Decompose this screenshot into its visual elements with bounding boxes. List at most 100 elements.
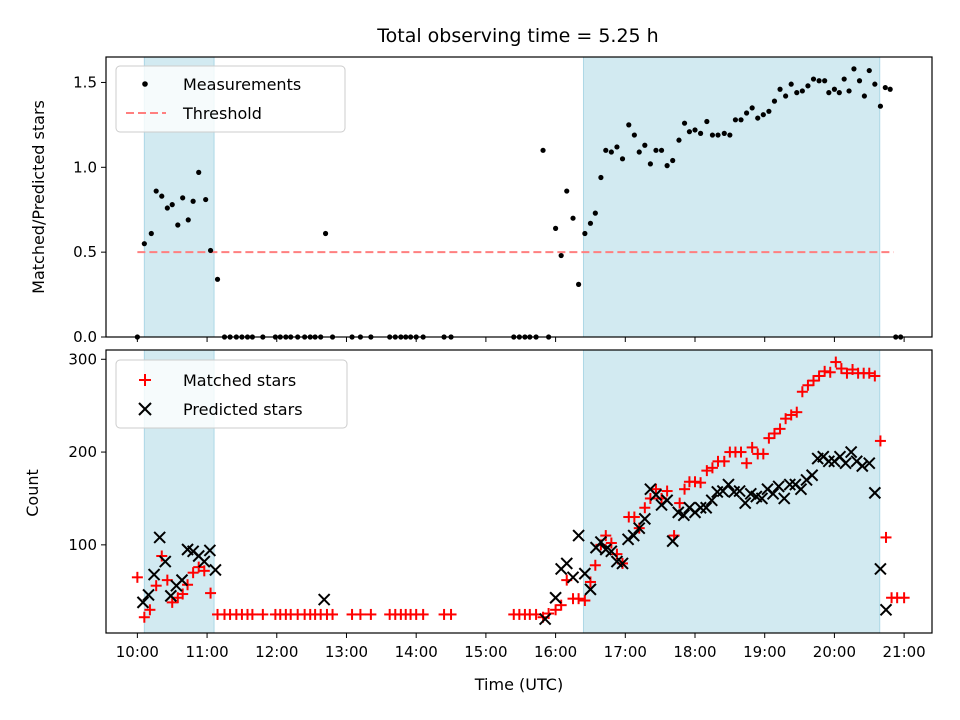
matched-star-point [863,367,875,379]
measurement-point [575,281,582,287]
measurement-point [647,161,653,167]
predicted-star-point [638,512,652,526]
measurement-point [721,130,727,136]
measurement-point [614,144,620,150]
matched-star-point [841,367,853,379]
legend-predicted-label: Predicted stars [183,400,303,419]
matched-star-point [543,608,555,620]
measurement-point [872,81,878,87]
measurement-point [836,90,842,96]
matched-star-point [835,363,847,375]
predicted-star-point [164,589,178,603]
measurement-point [190,198,196,204]
matched-star-point [573,593,585,605]
measurement-point [841,76,847,82]
measurement-point [164,205,170,211]
measurement-point [552,225,559,231]
matched-star-point [824,366,836,378]
chart-title: Total observing time = 5.25 h [376,25,658,47]
predicted-star-point [677,508,691,522]
predicted-star-point [660,494,674,507]
measurement-point [783,93,789,99]
matched-star-point [639,502,651,514]
predicted-star-point [203,544,217,557]
matched-star-point [650,483,662,495]
measurement-point [856,78,863,84]
measurement-point [207,247,214,254]
measurement-point [676,137,682,143]
measurement-point [709,132,716,138]
bottom-x-tick-label: 10:00 [116,643,159,661]
bottom-x-tick-label: 16:00 [534,643,577,661]
predicted-star-point [633,521,646,535]
matched-star-point [695,477,707,489]
measurement-point [816,78,822,84]
top-y-ticks: 0.0 0.5 1.0 1.5 [73,73,106,346]
matched-star-point [365,608,377,620]
matched-star-point [138,611,150,623]
measurement-point [626,122,632,128]
measurement-point [732,117,739,123]
measurement-point [631,132,637,138]
predicted-star-point [175,573,189,587]
legend-predicted-marker [138,402,152,416]
matched-star-point [874,435,886,447]
measurement-point [598,174,604,181]
measurement-point [686,129,693,135]
measurement-point [692,127,698,133]
predicted-star-point [549,591,562,604]
matched-star-point [757,448,769,460]
matched-star-point [847,363,859,375]
bottom-x-tick-label: 20:00 [813,643,856,661]
top-y-tick-label: 0.0 [73,328,97,346]
bottom-axes-frame [105,349,933,634]
predicted-star-point [538,612,552,626]
predicted-star-point [874,562,887,576]
matched-star-point [417,608,429,620]
matched-star-point [354,608,366,620]
top-legend: Measurements Threshold [115,65,346,133]
measurement-point [777,86,783,92]
predicted-star-point [733,484,746,498]
bottom-y-tick-label: 100 [68,536,97,554]
measurement-point [749,105,755,111]
matched-star-point [198,565,210,577]
matched-star-point [150,580,162,592]
matched-star-point [177,588,189,600]
measurement-point [185,217,191,223]
predicted-star-point [839,456,852,470]
matched-star-point [327,608,339,620]
predicted-star-point [153,531,166,544]
measurement-point [805,83,811,89]
predicted-star-point [605,545,618,558]
legend-threshold-label: Threshold [182,104,262,123]
measurement-point [153,188,159,194]
measurement-point [592,210,598,216]
predicted-star-point [844,445,858,459]
top-axes-frame [105,56,933,338]
measurement-point [148,230,154,237]
predicted-star-point [572,529,585,542]
predicted-star-point [705,494,718,507]
predicted-star-point [879,603,893,617]
bottom-x-tick-label: 19:00 [743,643,786,661]
predicted-star-point [694,501,707,514]
matched-star-point [166,596,178,608]
matched-star-point [679,483,691,495]
measurement-point [831,86,838,92]
measurement-point [882,84,888,91]
matched-star-point [628,511,640,523]
bottom-x-tick-label: 18:00 [673,643,716,661]
measurement-point [196,169,202,175]
measurement-point [861,93,867,99]
matched-star-point [701,465,713,477]
matched-star-point [774,423,786,435]
measurement-point [141,241,147,247]
predicted-star-point [722,478,735,491]
predicted-star-point [856,459,869,473]
matched-star-point [746,441,758,453]
predicted-star-point [783,478,797,491]
bottom-legend: Matched stars Predicted stars [115,359,348,429]
predicted-star-point [584,583,597,596]
